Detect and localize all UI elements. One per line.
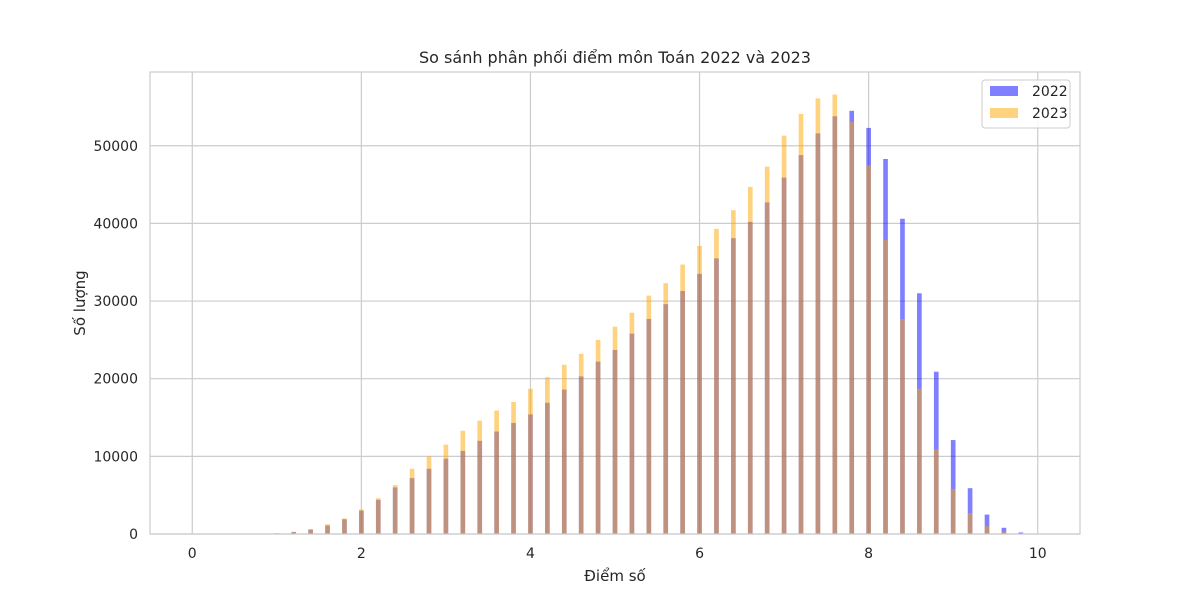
- x-axis-label: Điểm số: [584, 567, 646, 585]
- bar-2023: [984, 526, 990, 534]
- y-tick-label: 0: [129, 527, 138, 543]
- bar-2023: [883, 239, 888, 534]
- bar-2023: [375, 498, 381, 534]
- bar-2023: [325, 524, 330, 534]
- plot-frame: [149, 71, 1081, 535]
- bar-2023: [815, 98, 821, 535]
- bar-2023: [798, 113, 804, 534]
- y-tick-label: 40000: [93, 216, 138, 232]
- y-tick-label: 30000: [93, 294, 138, 310]
- bar-2023: [595, 339, 601, 534]
- legend-swatch-2022: [990, 86, 1018, 96]
- x-tick-label: 2: [357, 546, 366, 562]
- bars: [274, 94, 1024, 535]
- bar-2023: [950, 488, 956, 534]
- bar-2023: [392, 485, 398, 534]
- bar-2023: [680, 264, 685, 534]
- bar-2023: [646, 295, 652, 534]
- bar-2023: [359, 509, 364, 534]
- bar-2023: [1001, 531, 1007, 534]
- y-tick-labels: 0 10000 20000 30000 40000 50000: [93, 139, 138, 543]
- bar-2023: [933, 449, 939, 534]
- legend-label-2022: 2022: [1032, 84, 1068, 100]
- bar-2023: [342, 518, 347, 534]
- bar-2023: [494, 410, 499, 534]
- bar-2023: [443, 444, 449, 534]
- bar-2023: [781, 135, 787, 534]
- x-tick-label: 6: [695, 546, 704, 562]
- y-tick-label: 10000: [93, 449, 138, 465]
- bar-2023: [528, 388, 533, 534]
- bar-2023: [917, 388, 922, 534]
- bar-2023: [578, 353, 584, 534]
- x-tick-label: 0: [188, 546, 197, 562]
- y-axis-label: Số lượng: [71, 270, 89, 335]
- bar-2023: [629, 312, 635, 534]
- bar-2023: [477, 420, 483, 534]
- chart-title: So sánh phân phối điểm môn Toán 2022 và …: [419, 48, 811, 67]
- bar-2022: [1018, 532, 1024, 534]
- bar-2023: [731, 210, 736, 534]
- bar-2023: [426, 456, 432, 534]
- x-tick-label: 4: [526, 546, 535, 562]
- bar-2023: [291, 531, 297, 534]
- bar-2023: [967, 513, 973, 534]
- y-tick-label: 20000: [93, 372, 138, 388]
- bar-2023: [866, 165, 871, 535]
- bar-2023: [714, 228, 719, 535]
- bar-2022: [984, 514, 990, 534]
- bar-2023: [832, 94, 838, 535]
- x-tick-labels: 0 2 4 6 8 10: [188, 546, 1047, 562]
- bar-2023: [409, 468, 415, 534]
- y-tick-label: 50000: [93, 139, 138, 155]
- x-tick-label: 10: [1029, 546, 1047, 562]
- bar-2023: [612, 326, 618, 534]
- bar-2022: [967, 488, 973, 534]
- bar-2022: [1001, 527, 1007, 534]
- legend-label-2023: 2023: [1032, 106, 1068, 122]
- bar-2023: [561, 364, 567, 534]
- bar-2023: [697, 245, 702, 534]
- legend: 2022 2023: [981, 79, 1071, 129]
- bar-2023: [849, 121, 855, 534]
- legend-swatch-2023: [990, 108, 1018, 118]
- bar-2023: [308, 528, 313, 534]
- bar-2023: [511, 402, 516, 534]
- bar-2022: [950, 440, 956, 534]
- bar-2023: [764, 166, 770, 534]
- bar-2023: [663, 283, 669, 534]
- bar-2023: [900, 318, 905, 534]
- x-tick-label: 8: [864, 546, 873, 562]
- bar-2023: [747, 186, 753, 534]
- bar-2023: [460, 430, 466, 534]
- bar-2023: [545, 377, 550, 534]
